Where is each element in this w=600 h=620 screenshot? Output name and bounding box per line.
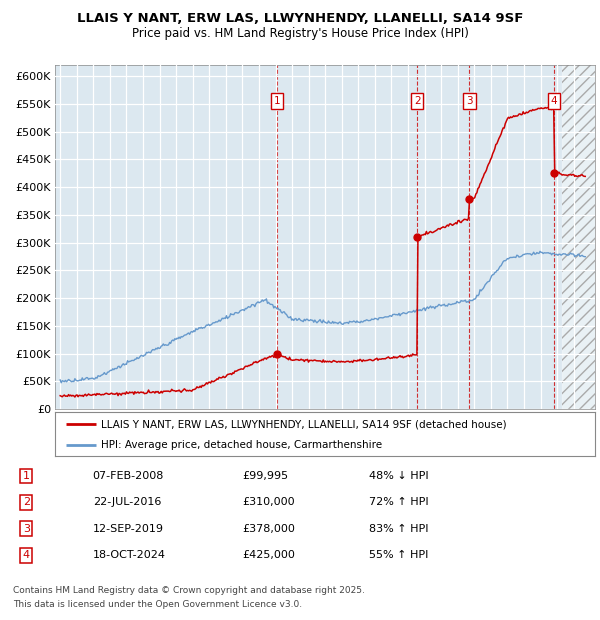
Bar [562, 65, 599, 409]
Text: 3: 3 [23, 524, 30, 534]
Text: 07-FEB-2008: 07-FEB-2008 [92, 471, 164, 481]
Text: 4: 4 [23, 550, 30, 560]
Text: 4: 4 [550, 96, 557, 106]
Text: 1: 1 [274, 96, 280, 106]
Text: 83% ↑ HPI: 83% ↑ HPI [369, 524, 428, 534]
Text: 1: 1 [23, 471, 30, 481]
Text: 3: 3 [466, 96, 473, 106]
Text: 12-SEP-2019: 12-SEP-2019 [92, 524, 164, 534]
Text: LLAIS Y NANT, ERW LAS, LLWYNHENDY, LLANELLI, SA14 9SF: LLAIS Y NANT, ERW LAS, LLWYNHENDY, LLANE… [77, 12, 523, 25]
Text: 2: 2 [414, 96, 421, 106]
Bar [562, 65, 599, 409]
Text: Contains HM Land Registry data © Crown copyright and database right 2025.: Contains HM Land Registry data © Crown c… [13, 586, 365, 595]
Text: £99,995: £99,995 [242, 471, 289, 481]
Text: 22-JUL-2016: 22-JUL-2016 [92, 497, 161, 507]
Text: £378,000: £378,000 [242, 524, 295, 534]
Text: 2: 2 [23, 497, 30, 507]
Text: This data is licensed under the Open Government Licence v3.0.: This data is licensed under the Open Gov… [13, 600, 302, 609]
Text: 55% ↑ HPI: 55% ↑ HPI [369, 550, 428, 560]
Text: £425,000: £425,000 [242, 550, 295, 560]
Text: 18-OCT-2024: 18-OCT-2024 [92, 550, 166, 560]
Text: Price paid vs. HM Land Registry's House Price Index (HPI): Price paid vs. HM Land Registry's House … [131, 27, 469, 40]
Text: 72% ↑ HPI: 72% ↑ HPI [369, 497, 429, 507]
Text: 48% ↓ HPI: 48% ↓ HPI [369, 471, 429, 481]
Text: £310,000: £310,000 [242, 497, 295, 507]
Text: HPI: Average price, detached house, Carmarthenshire: HPI: Average price, detached house, Carm… [101, 440, 382, 450]
Text: LLAIS Y NANT, ERW LAS, LLWYNHENDY, LLANELLI, SA14 9SF (detached house): LLAIS Y NANT, ERW LAS, LLWYNHENDY, LLANE… [101, 420, 507, 430]
